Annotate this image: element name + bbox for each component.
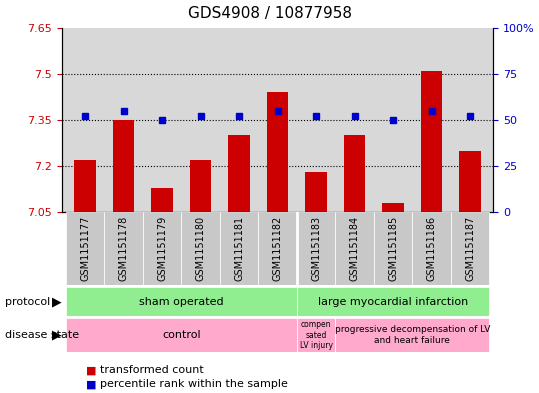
Bar: [383, 203, 404, 212]
Text: GSM1151181: GSM1151181: [234, 216, 244, 281]
Bar: [66, 287, 297, 316]
Bar: [220, 212, 258, 285]
Text: GSM1151179: GSM1151179: [157, 216, 167, 281]
Text: GSM1151182: GSM1151182: [273, 216, 282, 281]
Text: large myocardial infarction: large myocardial infarction: [318, 297, 468, 307]
Bar: [451, 212, 489, 285]
Text: GSM1151184: GSM1151184: [350, 216, 360, 281]
Text: percentile rank within the sample: percentile rank within the sample: [100, 379, 288, 389]
Text: GSM1151178: GSM1151178: [119, 216, 129, 281]
Bar: [374, 212, 412, 285]
Bar: [74, 160, 95, 212]
Bar: [297, 212, 335, 285]
Text: compen
sated
LV injury: compen sated LV injury: [300, 320, 333, 350]
Bar: [335, 212, 374, 285]
Text: sham operated: sham operated: [139, 297, 224, 307]
Text: GSM1151185: GSM1151185: [388, 216, 398, 281]
Bar: [143, 212, 181, 285]
Bar: [421, 71, 442, 212]
Bar: [306, 172, 327, 212]
Text: progressive decompensation of LV
and heart failure: progressive decompensation of LV and hea…: [335, 325, 490, 345]
Bar: [335, 318, 489, 352]
Bar: [297, 287, 489, 316]
Bar: [229, 135, 250, 212]
Bar: [66, 212, 105, 285]
Bar: [113, 120, 134, 212]
Bar: [105, 212, 143, 285]
Text: control: control: [162, 330, 201, 340]
Text: transformed count: transformed count: [100, 365, 203, 375]
Bar: [267, 92, 288, 212]
Bar: [412, 212, 451, 285]
Text: disease state: disease state: [5, 330, 80, 340]
Bar: [190, 160, 211, 212]
Bar: [459, 151, 481, 212]
Bar: [297, 318, 335, 352]
Text: protocol: protocol: [5, 297, 51, 307]
Bar: [66, 318, 297, 352]
Bar: [344, 135, 365, 212]
Text: GSM1151180: GSM1151180: [196, 216, 205, 281]
Text: GSM1151177: GSM1151177: [80, 216, 90, 281]
Text: ■: ■: [86, 379, 96, 389]
Text: GSM1151187: GSM1151187: [465, 216, 475, 281]
Bar: [151, 187, 172, 212]
Bar: [181, 212, 220, 285]
Text: ■: ■: [86, 365, 96, 375]
Text: GDS4908 / 10877958: GDS4908 / 10877958: [188, 6, 351, 21]
Text: GSM1151186: GSM1151186: [426, 216, 437, 281]
Bar: [258, 212, 297, 285]
Text: GSM1151183: GSM1151183: [311, 216, 321, 281]
Text: ▶: ▶: [52, 295, 61, 308]
Text: ▶: ▶: [52, 329, 61, 342]
